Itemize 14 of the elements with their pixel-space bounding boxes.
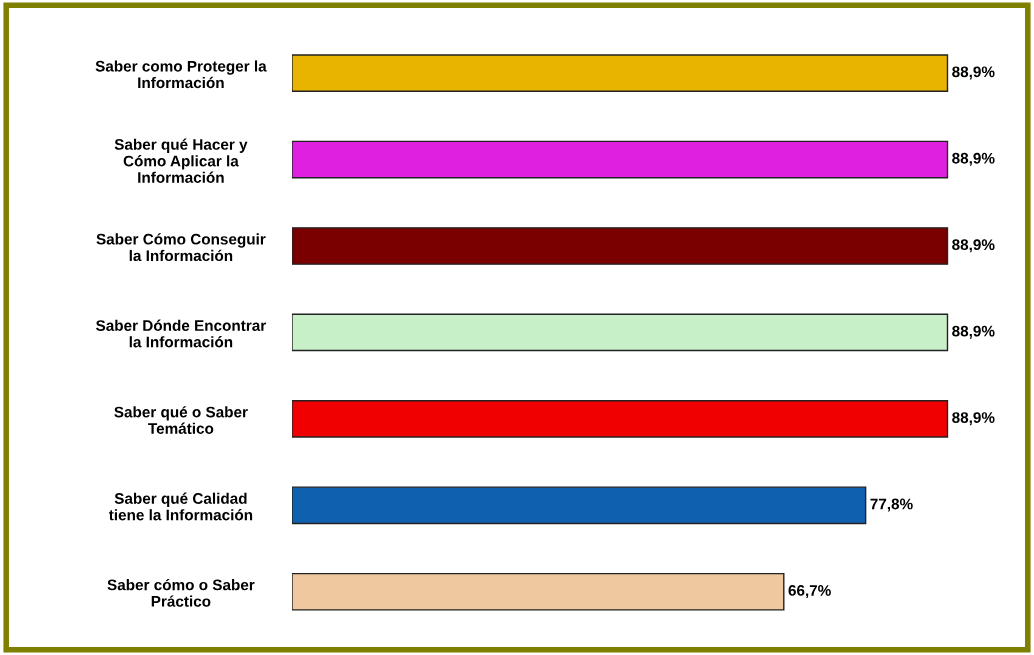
y-tick-label: Saber Dónde Encontrar la Información [96,319,266,348]
data-label: 88,9% [952,152,995,166]
y-tick-label: Saber Cómo Conseguir la Información [96,233,266,262]
data-label: 88,9% [952,66,995,80]
y-tick-label: Saber qué Calidad tiene la Información [108,492,253,521]
data-label: 88,9% [952,325,995,339]
y-tick-label: Saber cómo o Saber Práctico [107,578,255,607]
data-label: 77,8% [870,498,913,512]
y-tick-label: Saber como Proteger la Información [95,60,267,89]
y-tick-label: Saber qué o Saber Temático [114,406,248,434]
data-label: 88,9% [952,239,995,253]
y-tick-label: Saber qué Hacer y Cómo Aplicar la Información [114,138,248,183]
data-label: 88,9% [952,412,995,426]
data-label: 66,7% [788,585,831,599]
